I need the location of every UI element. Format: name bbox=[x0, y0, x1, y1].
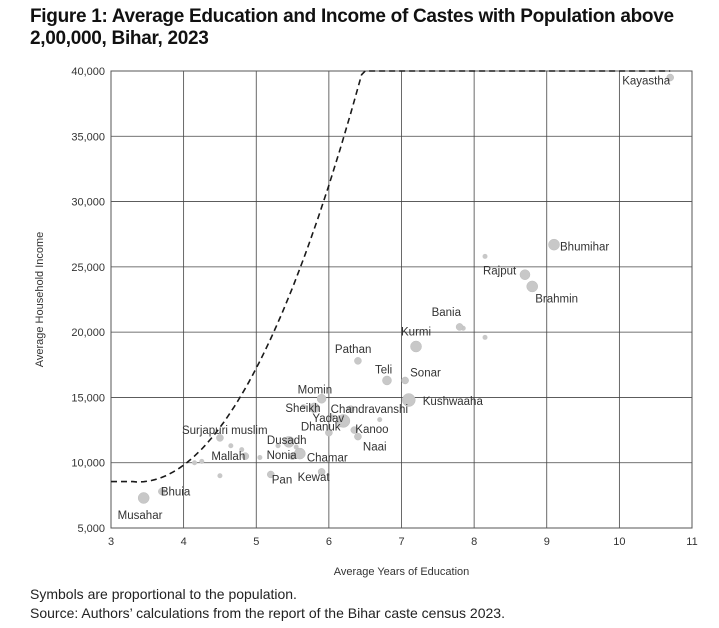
data-point-rajput bbox=[519, 269, 531, 280]
data-point bbox=[300, 404, 306, 410]
data-point-pan bbox=[267, 470, 275, 479]
point-label: Kushwaaha bbox=[423, 396, 484, 408]
point-label: Bania bbox=[432, 307, 462, 319]
data-point bbox=[239, 447, 245, 453]
x-tick-label: 10 bbox=[613, 536, 625, 548]
trendline-group bbox=[111, 70, 671, 483]
data-point-teli bbox=[382, 375, 392, 386]
data-point-kurmi bbox=[410, 340, 422, 353]
data-point bbox=[199, 458, 205, 464]
data-point-mallah bbox=[241, 452, 250, 460]
figure-title: Figure 1: Average Education and Income o… bbox=[30, 6, 674, 49]
x-tick-label: 6 bbox=[326, 536, 332, 548]
data-point bbox=[377, 417, 383, 423]
x-tick-label: 8 bbox=[471, 536, 477, 548]
data-point bbox=[192, 460, 198, 466]
data-point-surjapuri-muslim bbox=[216, 434, 224, 442]
data-point bbox=[228, 443, 234, 449]
point-label: Bhuia bbox=[161, 486, 191, 498]
data-point-bania bbox=[455, 323, 464, 331]
point-label: Nonia bbox=[267, 450, 298, 462]
data-point-kushwaaha bbox=[402, 393, 416, 407]
x-tick-label: 3 bbox=[108, 536, 114, 548]
y-tick-label: 5,000 bbox=[77, 523, 105, 535]
point-label: Surjapuri muslim bbox=[182, 425, 268, 437]
point-label: Bhumihar bbox=[560, 242, 609, 254]
data-point-chamar bbox=[294, 447, 306, 460]
point-label: Naai bbox=[363, 442, 387, 454]
data-point bbox=[330, 414, 336, 420]
data-point bbox=[482, 334, 488, 340]
data-point-dhanuk bbox=[325, 428, 333, 437]
x-tick-label: 11 bbox=[686, 536, 697, 548]
x-tick-label: 9 bbox=[544, 536, 550, 548]
y-tick-label: 10,000 bbox=[71, 458, 105, 470]
data-point-musahar bbox=[137, 492, 150, 504]
figure-note: Symbols are proportional to the populati… bbox=[30, 586, 297, 602]
point-label: Pan bbox=[272, 474, 292, 486]
data-point-chandravanshi bbox=[346, 405, 355, 413]
data-point-bhuia bbox=[158, 487, 166, 496]
point-label: Musahar bbox=[118, 510, 163, 522]
point-label: Yadav bbox=[312, 413, 344, 425]
data-point-brahmin bbox=[526, 280, 538, 293]
data-point bbox=[482, 253, 488, 259]
point-label: Kurmi bbox=[401, 327, 431, 339]
x-tick-label: 5 bbox=[253, 536, 259, 548]
y-tick-label: 15,000 bbox=[71, 392, 105, 404]
data-point bbox=[217, 473, 223, 479]
data-point-sonar bbox=[401, 376, 409, 385]
data-point-sheikh bbox=[309, 402, 320, 414]
grid-lines bbox=[110, 70, 693, 529]
data-point bbox=[275, 443, 281, 449]
y-tick-label: 20,000 bbox=[71, 327, 105, 339]
data-points bbox=[137, 73, 674, 504]
point-label: Dhanuk bbox=[301, 422, 341, 434]
data-point-momin bbox=[316, 393, 327, 404]
point-label: Kayastha bbox=[622, 76, 671, 88]
data-point-naai bbox=[354, 432, 362, 441]
data-point bbox=[293, 444, 299, 450]
data-point-bhumihar bbox=[548, 238, 560, 251]
data-point-pathan bbox=[354, 357, 362, 365]
figure-source: Source: Authors’ calculations from the r… bbox=[30, 605, 505, 621]
data-point-kanoo bbox=[350, 426, 359, 434]
point-label: Dusadh bbox=[267, 435, 307, 447]
data-point-dusadh bbox=[283, 436, 295, 448]
point-label: Sheikh bbox=[285, 403, 320, 415]
data-point-kewat bbox=[317, 468, 326, 476]
x-tick-label: 7 bbox=[398, 536, 404, 548]
x-tick-label: 4 bbox=[181, 536, 187, 548]
point-label: Rajput bbox=[483, 266, 517, 278]
point-label: Mallah bbox=[211, 451, 245, 463]
y-tick-label: 30,000 bbox=[71, 197, 105, 209]
point-label: Chandravanshi bbox=[331, 404, 408, 416]
point-label: Pathan bbox=[335, 344, 371, 356]
point-label: Chamar bbox=[307, 453, 348, 465]
point-label: Sonar bbox=[410, 367, 441, 379]
point-label: Kewat bbox=[298, 472, 331, 484]
y-tick-label: 25,000 bbox=[71, 262, 105, 274]
x-axis-title: Average Years of Education bbox=[334, 566, 470, 578]
point-label: Kanoo bbox=[355, 424, 388, 436]
y-tick-label: 40,000 bbox=[71, 66, 105, 78]
y-axis-title: Average Household Income bbox=[34, 232, 46, 368]
data-point-kayastha bbox=[666, 73, 674, 82]
point-label: Momin bbox=[298, 385, 333, 397]
point-label: Brahmin bbox=[535, 293, 578, 305]
point-label: Teli bbox=[375, 364, 392, 376]
data-point bbox=[257, 454, 263, 460]
data-point-yadav bbox=[336, 414, 351, 428]
trendline bbox=[111, 70, 671, 483]
axis-ticks: 3 4 5 6 7 8 9 10 11 5,000 10,000 15,000 20,000 25,000… bbox=[71, 66, 697, 548]
y-tick-label: 35,000 bbox=[71, 131, 105, 143]
